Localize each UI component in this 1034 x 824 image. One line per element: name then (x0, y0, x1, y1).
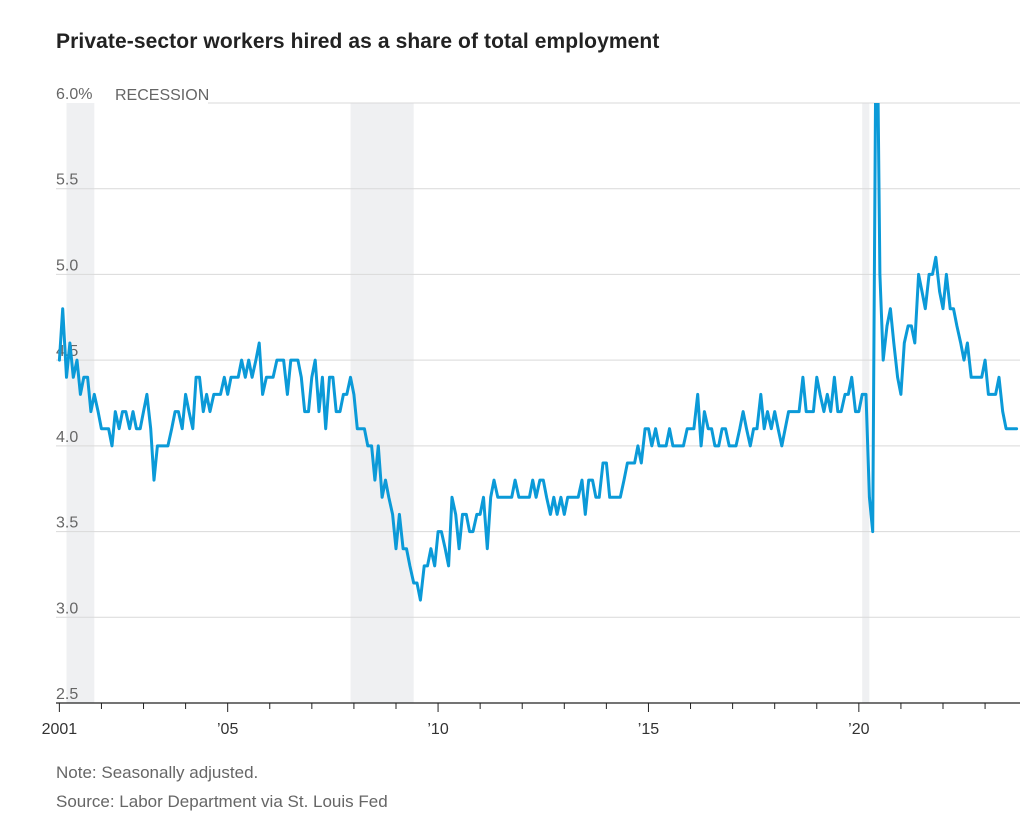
source-text: Source: Labor Department via St. Louis F… (56, 792, 388, 811)
x-tick-label: ’15 (638, 721, 659, 738)
note-text: Note: Seasonally adjusted. (56, 763, 259, 782)
chart-notes: Note: Seasonally adjusted. Source: Labor… (56, 758, 388, 816)
series-line-layer (57, 103, 1019, 602)
x-tick-label: 2001 (42, 721, 78, 738)
y-tick-label: 5.5 (56, 172, 78, 189)
recession-label: RECESSION (115, 87, 209, 104)
y-tick-label: 3.5 (56, 515, 78, 532)
x-tick-label: ’10 (427, 721, 448, 738)
y-tick-label: 3.0 (56, 600, 78, 617)
x-axis-ticks: 2001 ’05 ’10 ’15 ’20 (42, 703, 986, 738)
y-tick-label: 6.0% (56, 86, 92, 103)
recession-band (350, 103, 414, 703)
gridlines (56, 102, 1020, 704)
y-tick-label: 4.0 (56, 429, 78, 446)
x-tick-label: ’05 (217, 721, 238, 738)
x-tick-label: ’20 (848, 721, 869, 738)
series-line (57, 103, 1019, 602)
chart-title: Private-sector workers hired as a share … (56, 30, 660, 53)
y-axis-ticks: 6.0%5.55.04.54.03.53.02.5 (56, 86, 92, 703)
y-tick-label: 5.0 (56, 257, 78, 274)
y-tick-label: 2.5 (56, 686, 78, 703)
